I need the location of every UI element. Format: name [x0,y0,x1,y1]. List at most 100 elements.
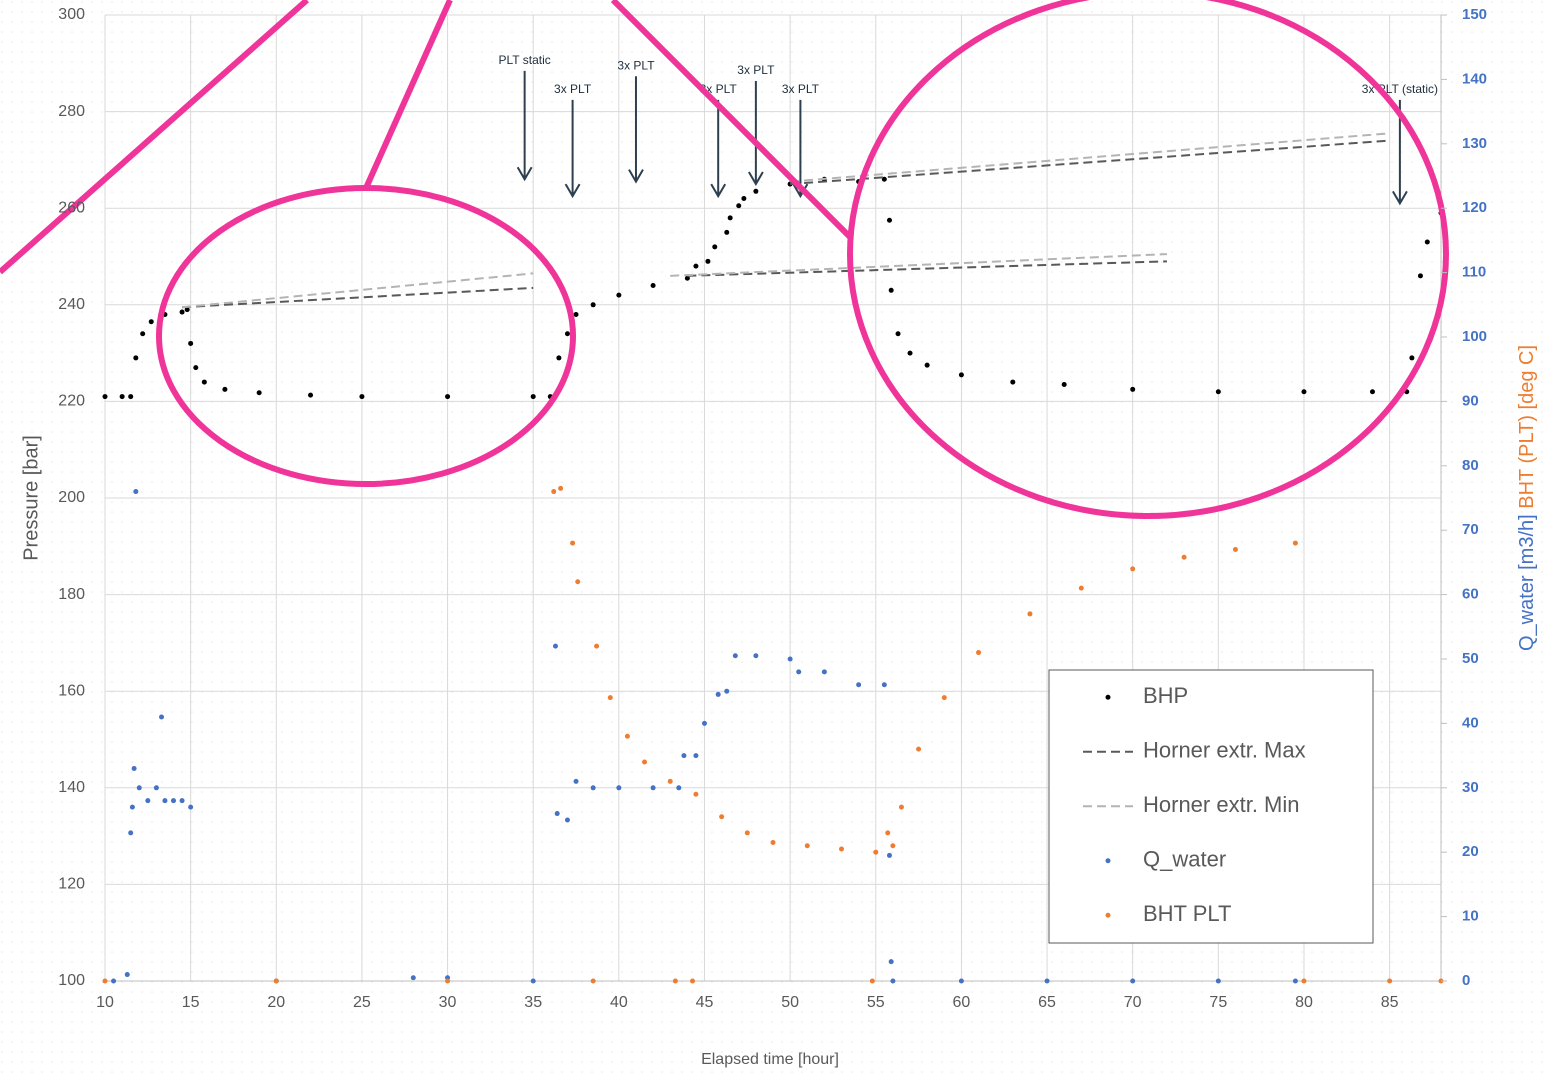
y2-tick-label: 90 [1462,392,1479,409]
data-point [159,714,165,720]
data-point [693,753,699,759]
data-point [693,791,699,797]
highlight-overlay [0,0,1449,519]
data-point [445,394,451,400]
x-tick-label: 55 [867,994,885,1011]
y2-tick-label: 60 [1462,586,1479,603]
data-point [179,798,185,804]
data-point [727,215,733,221]
data-point [642,759,648,765]
data-point [1078,585,1084,591]
data-point [1301,978,1307,984]
x-tick-label: 15 [182,994,200,1011]
x-tick-label: 50 [781,994,799,1011]
x-axis-label: Elapsed time [hour] [701,1051,839,1068]
data-point [719,814,725,820]
y2-tick-label: 80 [1462,457,1479,474]
data-point [890,843,896,849]
data-point [111,978,117,984]
data-point [672,978,678,984]
data-point [554,811,560,817]
data-point [667,778,673,784]
data-point [890,978,896,984]
data-point [873,849,879,855]
data-point [1424,239,1430,245]
data-point [133,489,139,495]
data-point [1010,379,1016,385]
data-point [898,804,904,810]
data-point [881,682,887,688]
data-point [128,394,134,400]
data-point [445,978,451,984]
data-point [410,975,416,981]
x-tick-label: 80 [1295,994,1313,1011]
y2-tick-label: 150 [1462,6,1487,23]
data-point [736,203,742,209]
data-point [616,292,622,298]
data-point [705,258,711,264]
data-point [741,196,747,202]
data-point [856,682,862,688]
data-point [148,319,154,325]
data-point [907,350,913,356]
y-tick-label: 260 [58,199,85,216]
data-point [564,817,570,823]
x-tick-label: 10 [96,994,114,1011]
data-point [530,394,536,400]
data-point [924,362,930,368]
data-point [1417,273,1423,279]
data-point [201,379,207,385]
data-point [140,331,146,337]
annotation-label: 3x PLT [782,82,820,96]
data-point [590,785,596,791]
data-point [145,798,151,804]
x-tick-label: 25 [353,994,371,1011]
x-tick-label: 45 [696,994,714,1011]
data-point [1181,554,1187,560]
data-point [131,765,137,771]
legend-swatch [1105,858,1111,864]
data-point [1292,978,1298,984]
data-point [256,390,262,396]
data-point [916,746,922,752]
data-point [594,643,600,649]
annotation-arrow [748,81,764,187]
data-point [162,798,168,804]
data-point [885,830,891,836]
highlight-line [0,0,309,275]
data-point [676,785,682,791]
data-point [188,804,194,810]
data-point [1215,389,1221,395]
annotation-label: PLT static [499,53,551,67]
legend-swatch [1105,912,1111,918]
data-point [558,485,564,491]
y2-tick-label: 110 [1462,264,1486,281]
y-tick-label: 280 [58,103,85,120]
legend-swatch [1105,694,1111,700]
y2-tick-label: 140 [1462,70,1487,87]
data-point [1027,611,1033,617]
data-point [1301,389,1307,395]
data-point [153,785,159,791]
data-point [624,733,630,739]
annotation-label: 3x PLT [554,82,592,96]
data-point [888,959,894,965]
data-point [744,830,750,836]
data-point [1409,355,1415,361]
legend-label: Q_water [1143,847,1226,872]
data-point [1232,547,1238,553]
data-point [770,840,776,846]
y2-tick-label: 20 [1462,843,1479,860]
series-line [182,139,1390,309]
annotation-arrow [628,76,644,184]
data-point [796,669,802,675]
data-point [119,394,125,400]
annotation-arrow [564,99,581,199]
legend: BHP Horner extr. Max Horner extr. Min Q_wat… [1048,669,1374,944]
data-point [724,688,730,694]
data-point [712,244,718,250]
y2-label-q: Q_water [m3/h] [1516,514,1538,651]
data-point [616,785,622,791]
data-point [724,229,730,235]
